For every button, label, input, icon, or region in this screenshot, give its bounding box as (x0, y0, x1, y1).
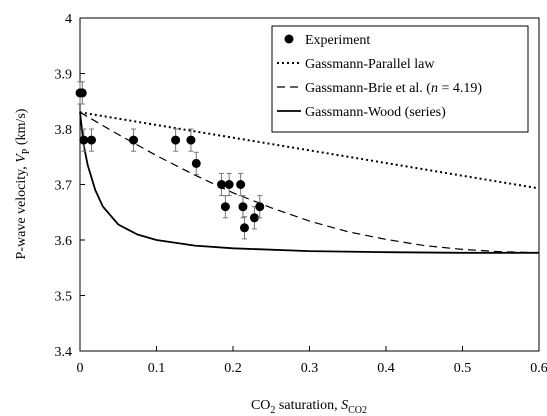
x-tick-label: 0 (77, 361, 84, 376)
x-tick-label: 0.6 (530, 361, 547, 376)
y-tick-label: 3.4 (55, 345, 73, 360)
legend-label-brie-before: Gassmann-Brie et al. ( (305, 81, 431, 96)
legend-label-experiment: Experiment (305, 33, 370, 48)
experiment-point (239, 223, 249, 233)
y-title-var: V (14, 153, 29, 163)
series-line-gassmann-brie-et-al (79, 111, 540, 254)
x-tick-label: 0.3 (301, 361, 319, 376)
x-tick-label: 0.4 (377, 361, 395, 376)
experiment-point (255, 202, 265, 212)
experiment-point (224, 180, 234, 189)
y-tick-label: 3.5 (55, 290, 73, 305)
y-tick-label: 3.7 (55, 179, 73, 194)
experiment-point (236, 180, 246, 189)
legend-label-brie-var: n (431, 81, 438, 96)
x-title-sub1: 2 (270, 405, 275, 416)
experiment-point (220, 202, 230, 212)
legend-label-brie-after: = 4.19) (438, 81, 482, 96)
y-tick-label: 3.9 (55, 68, 73, 83)
experiment-point (238, 202, 248, 212)
legend: Experiment Gassmann-Parallel law Gassman… (271, 25, 529, 133)
experiment-point (171, 135, 181, 145)
experiment-point (129, 135, 139, 145)
experiment-point (86, 135, 96, 145)
x-axis-title: CO2 saturation, SCO2 (251, 398, 367, 416)
y-title-main: P-wave velocity, (14, 163, 29, 260)
x-title-mid: saturation, (275, 398, 341, 413)
experiment-point (249, 213, 259, 223)
points-layer (75, 81, 265, 240)
series-line-gassmann-wood-series (79, 112, 539, 254)
legend-marker-experiment (284, 34, 294, 44)
experiment-point (191, 158, 201, 168)
x-tick-label: 0.2 (224, 361, 242, 376)
experiment-point (79, 135, 89, 145)
experiment-point (217, 180, 227, 189)
y-tick-label: 4 (65, 12, 72, 27)
y-tick-label: 3.6 (55, 234, 73, 249)
legend-label-brie: Gassmann-Brie et al. (n = 4.19) (305, 81, 482, 96)
y-title-sub: P (21, 148, 32, 154)
x-title-main: CO (251, 398, 270, 413)
y-tick-label: 3.8 (55, 123, 73, 138)
series-layer (79, 111, 540, 254)
y-title-unit: (km/s) (14, 108, 29, 148)
ticks-layer: 0 0.1 0.2 0.3 0.4 0.5 0.6 3.4 3.5 3.6 3.7 3.8 3.9 4 (55, 12, 547, 376)
legend-label-wood: Gassmann-Wood (series) (305, 105, 446, 120)
experiment-point (77, 88, 87, 98)
legend-label-parallel: Gassmann-Parallel law (305, 57, 435, 72)
experiment-point (186, 135, 196, 145)
x-title-var: S (341, 398, 348, 413)
x-tick-label: 0.1 (148, 361, 166, 376)
legend-box (271, 25, 529, 133)
x-tick-label: 0.5 (454, 361, 472, 376)
y-axis-title: P-wave velocity, VP (km/s) (14, 108, 32, 259)
x-title-sub2: CO2 (348, 405, 367, 416)
